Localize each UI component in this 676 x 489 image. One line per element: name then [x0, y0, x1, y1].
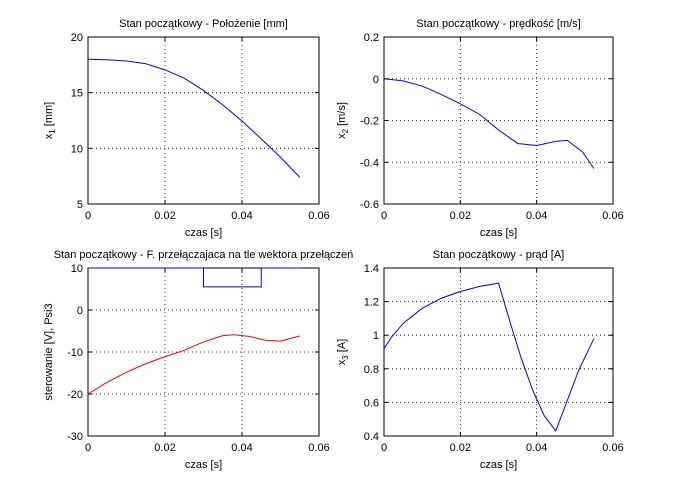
chart-4-y-tick-label: 0.4 [364, 431, 379, 443]
chart-3-y-axis-label-main: sterowanie [V], Psi3 [43, 303, 55, 400]
chart-2-plot-area [383, 36, 614, 205]
chart-1-y-tick-label: 10 [71, 143, 83, 155]
chart-2-series-line-1 [383, 78, 595, 169]
chart-1-x-tick-label: 0.04 [231, 210, 252, 222]
chart-4-plot-area [383, 267, 614, 437]
chart-3-series-line-2 [87, 334, 300, 395]
chart-3-y-tick-label: 10 [71, 263, 83, 275]
chart-2-y-tick-label: -0.6 [360, 199, 379, 211]
chart-4-x-axis-label: czas [s] [480, 459, 517, 471]
chart-2-y-tick-label: 0 [373, 74, 379, 86]
chart-4-y-axis-label-sub: 3 [341, 355, 350, 360]
chart-3-y-tick-label: -20 [67, 389, 83, 401]
chart-1-title: Stan początkowy - Położenie [mm] [119, 18, 288, 30]
chart-4-y-tick-label: 1.4 [364, 263, 379, 275]
chart-3-x-tick-label: 0.04 [231, 442, 252, 454]
chart-2-x-axis-label: czas [s] [480, 227, 517, 239]
chart-2-y-tick-label: -0.2 [360, 116, 379, 128]
chart-1-x-tick-label: 0.02 [154, 210, 175, 222]
chart-1-plot-area [87, 36, 320, 205]
chart-2-x-tick-label: 0.06 [602, 210, 623, 222]
chart-3-x-tick-label: 0 [85, 442, 91, 454]
chart-2-title: Stan początkowy - prędkość [m/s] [416, 18, 580, 30]
chart-4-y-tick-label: 1.2 [364, 297, 379, 309]
chart-4-y-axis-label-main: x [336, 359, 348, 365]
chart-2-x-tick-label: 0 [381, 210, 387, 222]
chart-1-y-axis-label-sub: 1 [48, 129, 57, 134]
chart-1-y-axis-label-unit: [mm] [43, 102, 55, 130]
chart-1-y-axis-label: x1 [mm] [43, 102, 57, 139]
chart-3-series-line-1 [88, 267, 300, 288]
chart-2-y-tick-label: -0.4 [360, 157, 379, 169]
chart-4-y-axis-label-unit: [A] [336, 339, 348, 356]
chart-4-series-line-1 [383, 282, 595, 432]
chart-1-x-tick-label: 0 [85, 210, 91, 222]
chart-2-x-tick-label: 0.04 [526, 210, 547, 222]
chart-2-x-tick-label: 0.02 [450, 210, 471, 222]
chart-4-x-tick-label: 0.04 [526, 442, 547, 454]
chart-2-y-axis-label-main: x [336, 133, 348, 139]
chart-3-x-tick-label: 0.02 [154, 442, 175, 454]
chart-1-y-tick-label: 5 [77, 199, 83, 211]
chart-1-x-axis-label: czas [s] [185, 227, 222, 239]
chart-2-y-axis-label: x2 [m/s] [336, 102, 350, 139]
chart-1-series-line-1 [87, 58, 301, 178]
chart-1-x-tick-label: 0.06 [308, 210, 329, 222]
chart-4-y-tick-label: 1 [373, 330, 379, 342]
chart-2-y-axis-label-sub: 2 [341, 128, 350, 133]
chart-4-x-tick-label: 0 [381, 442, 387, 454]
chart-3-x-axis-label: czas [s] [185, 459, 222, 471]
chart-2-y-tick-label: 0.2 [364, 32, 379, 44]
chart-3-y-tick-label: -10 [67, 347, 83, 359]
chart-1-y-tick-label: 20 [71, 32, 83, 44]
chart-1-y-axis-label-main: x [43, 133, 55, 139]
chart-3-title: Stan początkowy - F. przełączajaca na tl… [54, 249, 354, 261]
chart-3-y-axis-label: sterowanie [V], Psi3 [43, 303, 55, 400]
chart-4-x-tick-label: 0.02 [450, 442, 471, 454]
chart-4-y-axis-label: x3 [A] [336, 339, 350, 365]
chart-4-y-tick-label: 0.8 [364, 364, 379, 376]
chart-3-y-tick-label: 0 [77, 305, 83, 317]
chart-4-x-tick-label: 0.06 [602, 442, 623, 454]
chart-4-y-tick-label: 0.6 [364, 397, 379, 409]
chart-4-title: Stan początkowy - prąd [A] [433, 249, 564, 261]
chart-3-y-tick-label: -30 [67, 431, 83, 443]
chart-1-y-tick-label: 15 [71, 88, 83, 100]
chart-2-y-axis-label-unit: [m/s] [336, 102, 348, 129]
chart-3-x-tick-label: 0.06 [308, 442, 329, 454]
